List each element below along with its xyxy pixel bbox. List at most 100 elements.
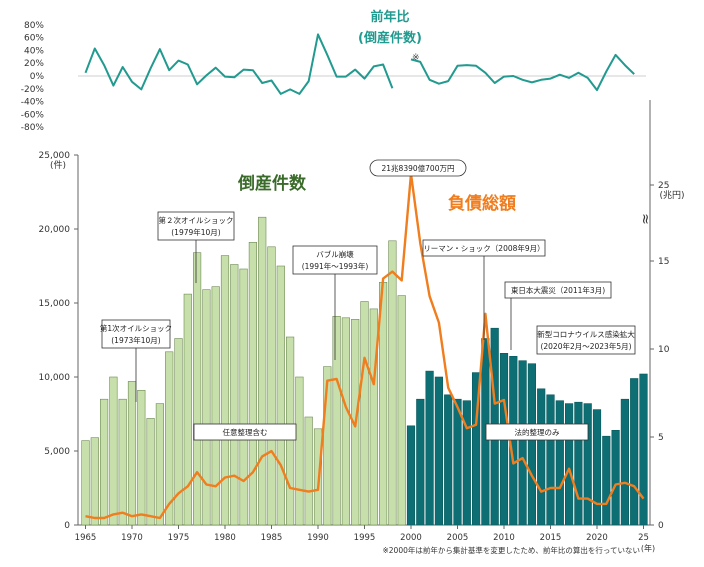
bar-1978	[202, 289, 211, 526]
bar-1973	[155, 403, 165, 526]
yoy-tick-label: 0%	[30, 72, 45, 82]
left-axis-ticks: 0 5,000 10,000 15,000 20,000 25,000	[39, 151, 78, 531]
liabilities-series	[85, 172, 645, 520]
left-axis-unit: (件)	[50, 159, 66, 171]
bar-2023	[620, 398, 629, 526]
bar-2019	[583, 403, 592, 526]
bar-1965	[81, 440, 90, 526]
yoy-subtitle: (倒産件数)	[358, 30, 422, 46]
annotation-bubble-line2: (1991年～1993年)	[302, 261, 369, 271]
annotation-oil-shock-1-line2: (1973年10月)	[111, 335, 161, 345]
bar-1985	[267, 246, 276, 526]
x-tick-label: 2000	[400, 533, 422, 543]
bar-1966	[90, 437, 99, 526]
bar-1996	[369, 308, 378, 526]
bar-2020	[592, 409, 602, 526]
bar-2005	[453, 398, 462, 526]
right-tick-label: 15	[658, 257, 669, 267]
right-tick-label: 25	[658, 181, 669, 191]
bar-1988	[295, 376, 304, 526]
bar-1969	[118, 398, 127, 526]
annotation-earthquake-text: 東日本大震災（2011年3月)	[511, 285, 605, 295]
label-legal-only: 法的整理のみ	[485, 423, 589, 441]
bar-2012	[518, 360, 527, 526]
left-tick-label: 10,000	[39, 373, 71, 383]
bar-1967	[100, 398, 109, 526]
x-tick-label: 2015	[540, 533, 562, 543]
yoy-tick-label: -80%	[21, 123, 45, 133]
bar-1974	[165, 351, 174, 526]
axis-break-mark: ≈	[637, 213, 653, 225]
bar-2018	[574, 401, 583, 526]
yoy-title: 前年比	[370, 9, 409, 25]
yoy-tick-label: -40%	[21, 98, 45, 108]
bar-1984	[258, 216, 267, 526]
annotation-covid: 新型コロナウイルス感染拡大 (2020年2月～2023年5月)	[536, 325, 636, 355]
annotation-oil-shock-2-line1: 第２次オイルショック	[159, 215, 234, 225]
right-tick-label: 5	[658, 433, 664, 443]
bar-1977	[193, 252, 202, 526]
annotation-oil-shock-1-line1: 第1次オイルショック	[100, 323, 172, 333]
left-tick-label: 5,000	[44, 447, 70, 457]
annotation-oil-shock-2: 第２次オイルショック (1979年10月)	[157, 211, 235, 283]
annotation-earthquake: 東日本大震災（2011年3月)	[504, 281, 612, 350]
x-axis-unit: (年)	[641, 543, 655, 553]
label-legal-only-text: 法的整理のみ	[515, 427, 560, 437]
liabilities-line	[85, 172, 645, 520]
bar-1970	[127, 381, 137, 526]
yoy-line-segment	[410, 53, 635, 92]
x-tick-label: 1965	[75, 533, 97, 543]
bar-2024	[630, 378, 639, 526]
annotation-bubble-line1: バブル崩壊	[316, 249, 354, 259]
right-tick-label: 0	[658, 521, 664, 531]
bar-1995	[360, 301, 369, 526]
annotation-peak-text: 21兆8390億700万円	[382, 163, 455, 173]
yoy-tick-label: 40%	[24, 46, 44, 56]
annotation-lehman: リーマン・ショック（2008年9月）	[422, 239, 546, 340]
bar-2013	[527, 363, 536, 526]
x-tick-label: 1995	[354, 533, 376, 543]
yoy-note-mark: ※	[412, 53, 420, 63]
bar-2025	[639, 373, 648, 526]
x-tick-label: 1980	[214, 533, 236, 543]
bar-1998	[388, 240, 397, 526]
right-axis-unit: (兆円)	[659, 190, 684, 201]
bar-1976	[183, 293, 192, 526]
bar-1993	[341, 317, 351, 526]
right-axis-ticks: 0 5 10 15 25	[650, 181, 670, 531]
bar-1991	[323, 366, 332, 526]
x-tick-label: 25	[638, 533, 649, 543]
yoy-axis-ticks: 80% 60% 40% 20% 0% -20% -40% -60% -80%	[21, 21, 45, 133]
bar-1972	[146, 418, 155, 526]
x-tick-label: 1975	[168, 533, 190, 543]
annotation-covid-line1: 新型コロナウイルス感染拡大	[537, 329, 635, 339]
left-tick-label: 0	[64, 521, 70, 531]
bankruptcy-bars	[81, 216, 648, 526]
bar-2002	[425, 370, 434, 526]
bar-2015	[546, 394, 555, 526]
label-voluntary-included-text: 任意整理含む	[223, 427, 268, 437]
bar-1981	[230, 264, 239, 526]
yoy-tick-label: -60%	[21, 110, 45, 120]
bar-2006	[462, 400, 471, 526]
annotation-lehman-text: リーマン・ショック（2008年9月）	[423, 243, 544, 253]
bar-2000	[406, 425, 416, 526]
x-tick-label: 2020	[586, 533, 608, 543]
annotation-covid-line2: (2020年2月～2023年5月)	[540, 341, 631, 351]
annotation-oil-shock-2-line2: (1979年10月)	[171, 227, 221, 237]
bar-1999	[397, 295, 406, 526]
x-tick-label: 2010	[493, 533, 515, 543]
bars-title: 倒産件数	[237, 173, 307, 194]
annotation-bubble: バブル崩壊 (1991年～1993年)	[292, 245, 378, 360]
bar-1971	[137, 389, 146, 526]
yoy-panel: 80% 60% 40% 20% 0% -20% -40% -60% -80% 前年比 (倒産件数…	[21, 9, 646, 133]
yoy-tick-label: 60%	[24, 34, 44, 44]
yoy-tick-label: -20%	[21, 85, 45, 95]
line-title: 負債総額	[448, 193, 516, 214]
left-tick-label: 15,000	[39, 299, 71, 309]
yoy-tick-label: 80%	[24, 21, 44, 31]
left-tick-label: 20,000	[39, 225, 71, 235]
label-voluntary-included: 任意整理含む	[193, 423, 297, 441]
